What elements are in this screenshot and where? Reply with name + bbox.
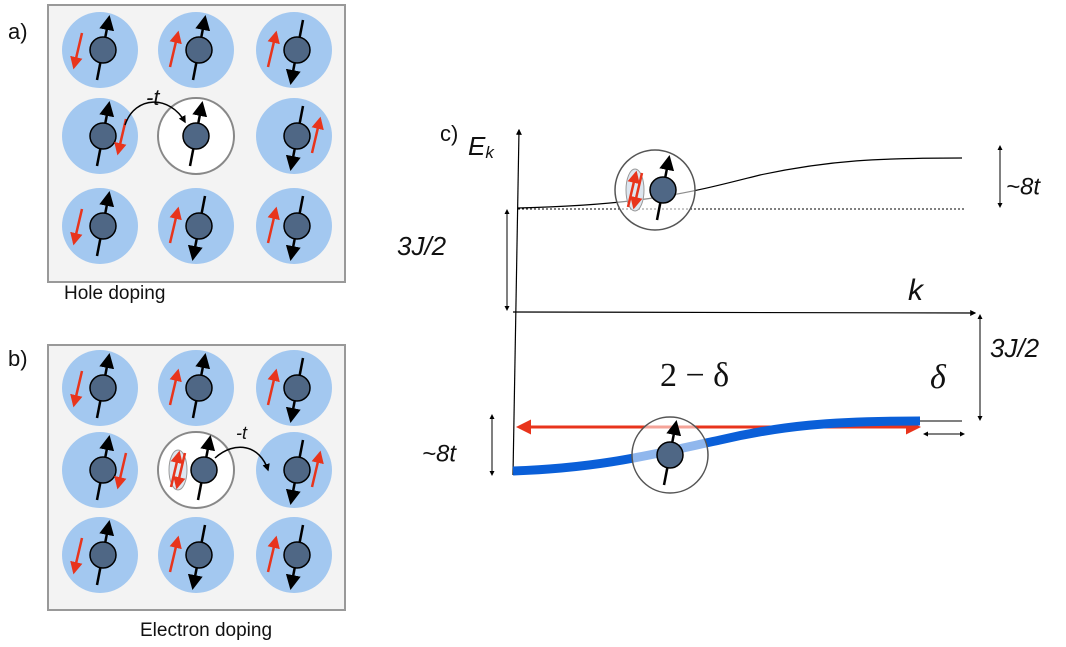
electron [284,213,310,239]
symbol: E [468,131,486,161]
lattices [48,5,345,610]
gap-label: 3J/2 [990,333,1040,363]
electron [650,177,676,203]
electron [90,213,116,239]
axis-label: k [908,274,925,307]
electron [657,442,683,468]
hopping-label: -t [146,85,160,110]
figure: a) b) Hole doping Electron doping -t -t … [0,0,1066,647]
panel-label: a) [8,19,28,44]
hopping-label: -t [236,423,248,443]
electron [284,37,310,63]
electron [90,123,116,149]
electron [90,37,116,63]
electron [186,375,212,401]
width-label: ~8t [1006,173,1041,200]
caption: Electron doping [140,620,272,641]
caption: Hole doping [64,283,165,304]
energy-axis [513,130,519,475]
page: a) b) Hole doping Electron doping -t -t … [0,0,1066,647]
electron [284,123,310,149]
axis-label: Ek [468,131,495,163]
electron [186,213,212,239]
electron [183,123,209,149]
electron [186,37,212,63]
upper-band [518,158,962,208]
electron [90,542,116,568]
width-label: ~8t [422,440,457,467]
electron [284,542,310,568]
electron [284,375,310,401]
electron [191,457,217,483]
momentum-axis [513,312,975,313]
delta-label: δ [930,359,947,396]
subscript: k [485,143,495,162]
filling-label: 2 − δ [660,357,729,394]
panel-label: b) [8,346,28,371]
electron [90,375,116,401]
band-diagram [492,130,1000,475]
electron [90,457,116,483]
gap-label: 3J/2 [397,231,447,261]
electron [284,457,310,483]
panel-label: c) [440,121,458,146]
electron [186,542,212,568]
